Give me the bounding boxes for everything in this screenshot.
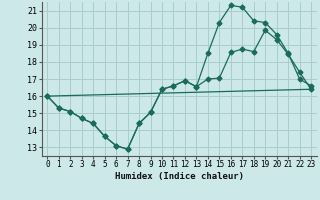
X-axis label: Humidex (Indice chaleur): Humidex (Indice chaleur) <box>115 172 244 181</box>
